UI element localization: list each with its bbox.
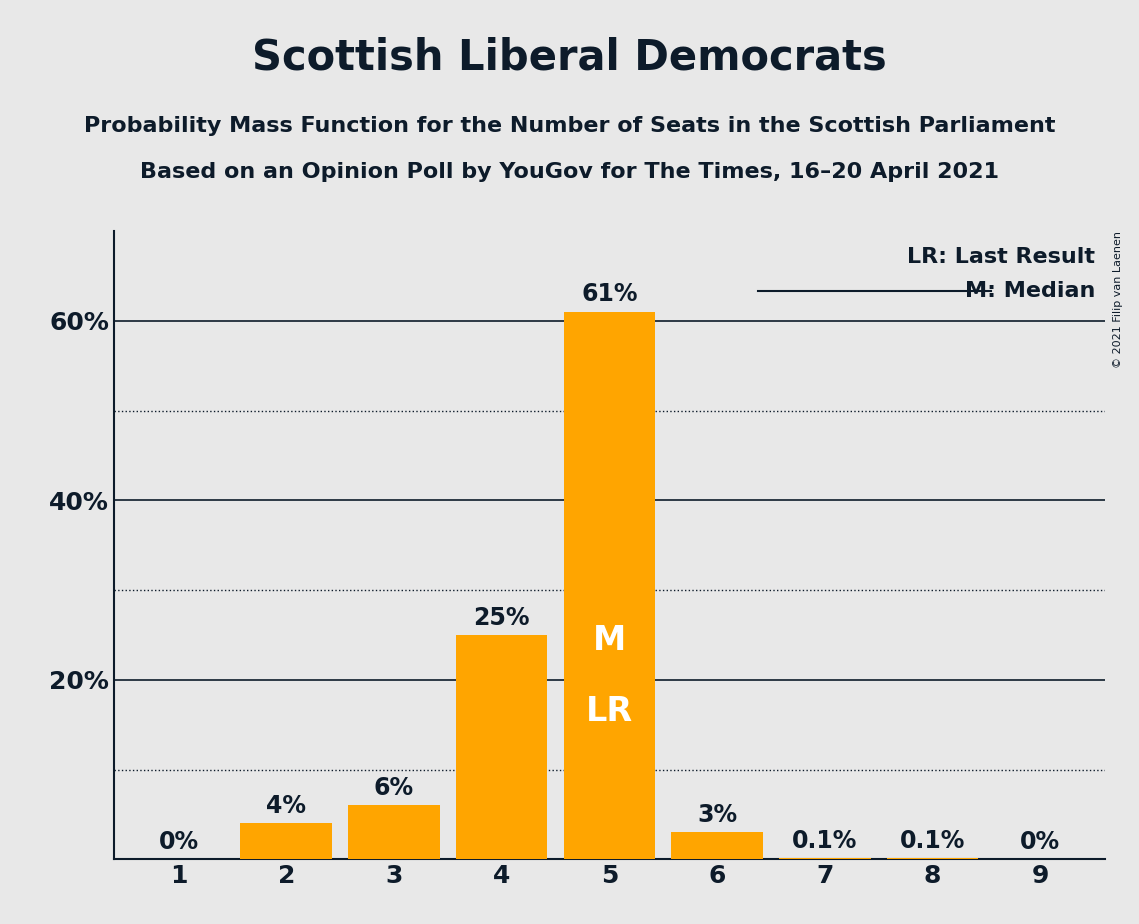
Bar [564, 311, 655, 859]
Text: 0.1%: 0.1% [900, 829, 965, 853]
Text: LR: LR [585, 695, 633, 728]
Text: © 2021 Filip van Laenen: © 2021 Filip van Laenen [1114, 231, 1123, 368]
Text: Probability Mass Function for the Number of Seats in the Scottish Parliament: Probability Mass Function for the Number… [84, 116, 1055, 136]
Text: 0%: 0% [1021, 830, 1060, 854]
Text: LR: Last Result: LR: Last Result [907, 247, 1095, 267]
Text: Based on an Opinion Poll by YouGov for The Times, 16–20 April 2021: Based on an Opinion Poll by YouGov for T… [140, 162, 999, 182]
Text: 61%: 61% [581, 283, 638, 307]
Text: 6%: 6% [374, 776, 413, 800]
Text: Scottish Liberal Democrats: Scottish Liberal Democrats [252, 37, 887, 79]
Text: 25%: 25% [474, 605, 530, 629]
Bar [240, 823, 331, 859]
Text: 3%: 3% [697, 803, 737, 827]
Bar [456, 635, 548, 859]
Text: M: Median: M: Median [965, 281, 1095, 300]
Bar [349, 806, 440, 859]
Text: 4%: 4% [267, 794, 306, 818]
Text: 0%: 0% [158, 830, 198, 854]
Bar [671, 833, 763, 859]
Text: 0.1%: 0.1% [792, 829, 858, 853]
Text: M: M [592, 624, 626, 657]
